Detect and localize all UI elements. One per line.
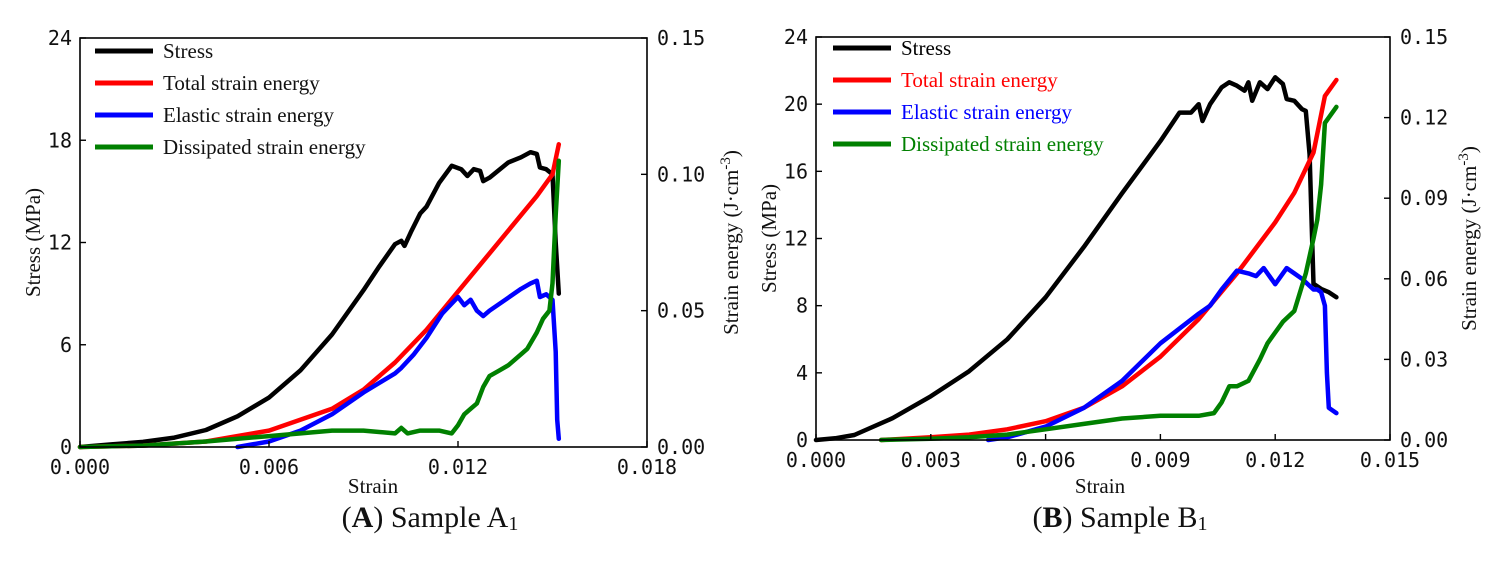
x-tick-label: 0.006 <box>239 455 299 479</box>
y-tick-label: 24 <box>784 25 808 49</box>
panel-caption: (A) Sample A1 <box>342 501 519 535</box>
y2-axis-label: Strain energy (J·cm-3) <box>1456 146 1481 331</box>
y-tick-label: 20 <box>784 92 808 116</box>
x-axis-label: Strain <box>348 474 399 498</box>
y-axis-label: Stress (MPa) <box>757 184 781 293</box>
series-group <box>813 75 1339 443</box>
caption-letter: B <box>1042 501 1062 534</box>
legend: Stress Total strain energy Elastic strain … <box>833 36 1104 156</box>
caption-subscript: 1 <box>1198 513 1208 535</box>
y-axis-label: Stress (MPa) <box>21 188 45 297</box>
y-tick-label: 0 <box>60 435 72 459</box>
caption-letter: A <box>352 501 374 534</box>
x-tick-label: 0.000 <box>786 448 846 472</box>
y-tick-label: 6 <box>60 333 72 357</box>
y2-tick-label: 0.06 <box>1400 267 1448 291</box>
y2-tick-label: 0.00 <box>1400 428 1448 452</box>
y-tick-label: 18 <box>48 128 72 152</box>
x-tick-label: 0.012 <box>428 455 488 479</box>
x-tick-label: 0.018 <box>617 455 677 479</box>
y2-tick-label: 0.03 <box>1400 347 1448 371</box>
legend-label: Dissipated strain energy <box>163 135 366 159</box>
y-tick-label: 12 <box>784 227 808 251</box>
caption-text: Sample A <box>391 501 509 534</box>
y-tick-label: 0 <box>796 428 808 452</box>
y2-axis-label-superscript: -3 <box>718 157 734 170</box>
legend-label: Stress <box>901 36 951 60</box>
y2-axis-label-main: Strain energy (J·cm <box>1457 166 1481 331</box>
caption-close: ) <box>1063 501 1081 534</box>
series-group <box>77 142 562 450</box>
x-tick-label: 0.000 <box>50 455 110 479</box>
series-line-dissipated-strain-energy <box>878 104 1339 443</box>
y2-axis-label-superscript: -3 <box>1456 153 1472 166</box>
y2-tick-label: 0.10 <box>657 162 705 186</box>
x-tick-label: 0.009 <box>1130 448 1190 472</box>
legend-label: Total strain energy <box>901 68 1058 92</box>
x-tick-label: 0.003 <box>901 448 961 472</box>
y2-axis-label-main: Strain energy (J·cm <box>719 170 743 335</box>
legend: Stress Total strain energy Elastic strain … <box>95 39 366 159</box>
series-line-elastic-strain-energy <box>985 265 1339 443</box>
panel-caption: (B) Sample B1 <box>1032 501 1207 535</box>
y2-tick-label: 0.09 <box>1400 186 1448 210</box>
legend-label: Elastic strain energy <box>901 100 1073 124</box>
caption-subscript: 1 <box>508 513 518 535</box>
x-axis-label: Strain <box>1075 474 1126 498</box>
y2-axis-label-close: ) <box>719 150 743 157</box>
y2-tick-label: 0.05 <box>657 299 705 323</box>
y2-axis-label: Strain energy (J·cm-3) <box>718 150 743 335</box>
y-tick-label: 16 <box>784 159 808 183</box>
y-tick-label: 24 <box>48 26 72 50</box>
caption-open: ( <box>342 501 352 534</box>
y-tick-label: 12 <box>48 231 72 255</box>
y2-tick-label: 0.15 <box>1400 25 1448 49</box>
series-line-elastic-strain-energy <box>235 278 562 450</box>
chart-panel-a: 0.000 0.006 0.012 0.018 0 6 12 18 24 0.00 0.05 0.10… <box>21 26 743 535</box>
series-line-stress <box>77 149 562 450</box>
y-tick-label: 4 <box>796 361 808 385</box>
series-line-total-strain-energy <box>878 77 1339 443</box>
caption-text: Sample B <box>1080 501 1198 534</box>
legend-label: Elastic strain energy <box>163 103 335 127</box>
x-tick-label: 0.012 <box>1245 448 1305 472</box>
y2-tick-label: 0.00 <box>657 435 705 459</box>
legend-label: Stress <box>163 39 213 63</box>
legend-label: Dissipated strain energy <box>901 132 1104 156</box>
series-line-dissipated-strain-energy <box>77 158 562 450</box>
x-tick-label: 0.006 <box>1015 448 1075 472</box>
series-line-stress <box>813 75 1339 443</box>
caption-close: ) <box>373 501 391 534</box>
chart-panel-b: 0.000 0.003 0.006 0.009 0.012 0.015 0 4 8 12 16 20 2… <box>757 25 1481 535</box>
y-tick-label: 8 <box>796 294 808 318</box>
y2-axis-label-close: ) <box>1457 146 1481 153</box>
x-tick-label: 0.015 <box>1360 448 1420 472</box>
y2-tick-label: 0.12 <box>1400 106 1448 130</box>
caption-open: ( <box>1032 501 1042 534</box>
legend-label: Total strain energy <box>163 71 320 95</box>
y2-tick-label: 0.15 <box>657 26 705 50</box>
